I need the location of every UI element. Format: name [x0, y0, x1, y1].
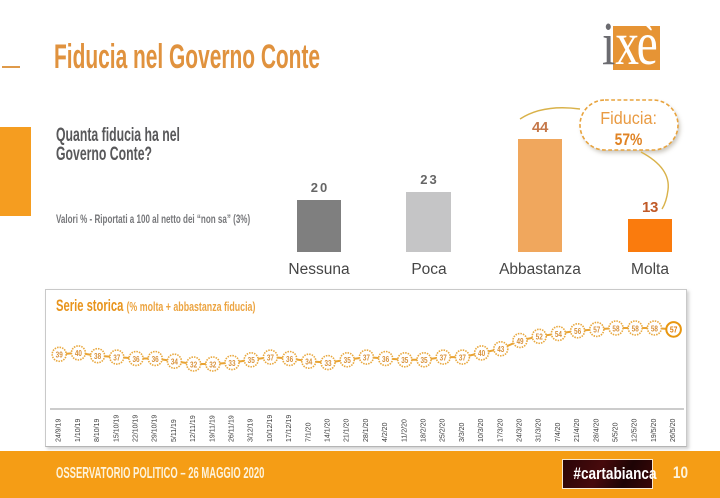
- svg-text:36: 36: [152, 354, 159, 364]
- svg-text:10/12/19: 10/12/19: [267, 415, 274, 442]
- svg-text:36: 36: [286, 354, 293, 364]
- svg-text:37: 37: [267, 353, 274, 363]
- svg-text:31/3/20: 31/3/20: [536, 419, 543, 442]
- svg-text:11/2/20: 11/2/20: [401, 419, 408, 442]
- svg-text:58: 58: [612, 323, 619, 333]
- svg-text:39: 39: [56, 350, 63, 360]
- svg-text:17/3/20: 17/3/20: [497, 419, 504, 442]
- svg-text:38: 38: [94, 351, 101, 361]
- svg-text:37: 37: [113, 353, 120, 363]
- svg-text:3/3/20: 3/3/20: [459, 422, 466, 442]
- svg-text:18/2/20: 18/2/20: [421, 419, 428, 442]
- svg-text:29/10/19: 29/10/19: [152, 415, 159, 442]
- svg-text:26/11/19: 26/11/19: [229, 415, 236, 442]
- svg-text:32: 32: [190, 359, 197, 369]
- svg-text:37: 37: [440, 353, 447, 363]
- svg-text:4/2/20: 4/2/20: [382, 422, 389, 442]
- svg-text:37: 37: [459, 353, 466, 363]
- svg-text:19/5/20: 19/5/20: [651, 419, 658, 442]
- svg-text:37: 37: [363, 353, 370, 363]
- svg-text:24/9/19: 24/9/19: [56, 419, 63, 442]
- svg-text:40: 40: [75, 348, 82, 358]
- svg-text:17/12/19: 17/12/19: [286, 415, 293, 442]
- svg-text:28/1/20: 28/1/20: [363, 419, 370, 442]
- svg-text:24/3/20: 24/3/20: [517, 419, 524, 442]
- svg-text:5/11/19: 5/11/19: [171, 419, 178, 442]
- svg-text:25/2/20: 25/2/20: [440, 419, 447, 442]
- svg-text:57: 57: [670, 325, 678, 335]
- svg-text:15/10/19: 15/10/19: [113, 415, 120, 442]
- svg-text:57: 57: [593, 325, 600, 335]
- svg-text:10/3/20: 10/3/20: [478, 419, 485, 442]
- svg-text:12/11/19: 12/11/19: [190, 415, 197, 442]
- svg-text:36: 36: [382, 354, 389, 364]
- svg-text:43: 43: [497, 344, 504, 354]
- svg-text:33: 33: [228, 358, 235, 368]
- svg-text:8/10/19: 8/10/19: [94, 419, 101, 442]
- svg-text:58: 58: [651, 323, 658, 333]
- svg-text:26/5/20: 26/5/20: [670, 419, 677, 442]
- svg-text:35: 35: [248, 355, 255, 365]
- svg-text:14/1/20: 14/1/20: [325, 419, 332, 442]
- svg-text:21/4/20: 21/4/20: [574, 419, 581, 442]
- svg-text:40: 40: [478, 348, 485, 358]
- svg-text:52: 52: [536, 332, 543, 342]
- svg-text:49: 49: [516, 336, 523, 346]
- svg-text:36: 36: [132, 354, 139, 364]
- svg-text:22/10/19: 22/10/19: [133, 415, 140, 442]
- svg-text:5/5/20: 5/5/20: [613, 422, 620, 442]
- svg-text:7/4/20: 7/4/20: [555, 422, 562, 442]
- svg-text:7/1/20: 7/1/20: [305, 422, 312, 442]
- svg-text:58: 58: [632, 323, 639, 333]
- svg-text:35: 35: [401, 355, 408, 365]
- svg-text:34: 34: [171, 357, 179, 367]
- svg-text:35: 35: [344, 355, 351, 365]
- svg-text:54: 54: [555, 329, 563, 339]
- svg-text:28/4/20: 28/4/20: [593, 419, 600, 442]
- svg-text:12/5/20: 12/5/20: [632, 419, 639, 442]
- svg-text:34: 34: [305, 357, 313, 367]
- svg-text:56: 56: [574, 326, 581, 336]
- svg-text:33: 33: [324, 358, 331, 368]
- svg-text:32: 32: [209, 359, 216, 369]
- svg-text:3/12/19: 3/12/19: [248, 419, 255, 442]
- svg-text:21/1/20: 21/1/20: [344, 419, 351, 442]
- svg-text:35: 35: [420, 355, 427, 365]
- svg-text:1/10/19: 1/10/19: [75, 419, 82, 442]
- svg-text:19/11/19: 19/11/19: [209, 415, 216, 442]
